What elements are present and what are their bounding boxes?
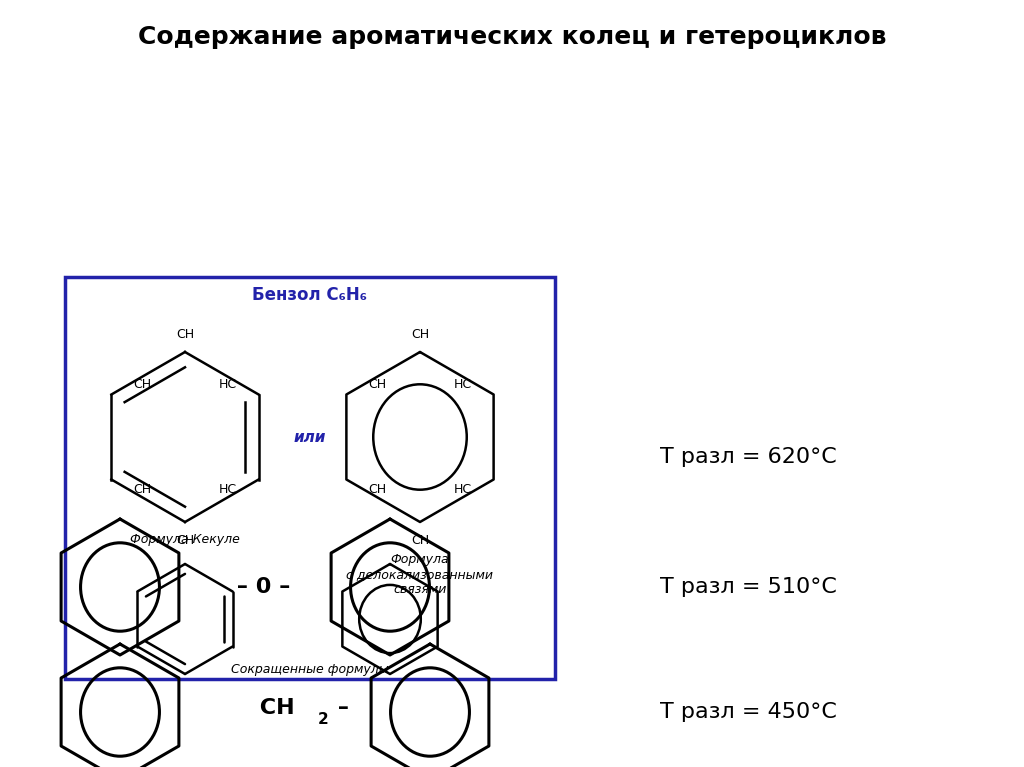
Text: CH: CH <box>252 698 295 718</box>
Text: HC: HC <box>454 378 472 391</box>
Text: HC: HC <box>218 378 237 391</box>
Text: –: – <box>330 698 349 718</box>
Text: или: или <box>294 430 327 445</box>
Text: HC: HC <box>218 483 237 496</box>
FancyBboxPatch shape <box>65 277 555 679</box>
Text: Формула Кекуле: Формула Кекуле <box>130 532 240 545</box>
Text: CH: CH <box>133 483 152 496</box>
Text: Т разл = 510°С: Т разл = 510°С <box>660 577 837 597</box>
Text: CH: CH <box>133 378 152 391</box>
Text: CH: CH <box>369 378 386 391</box>
Text: 2: 2 <box>318 712 329 726</box>
Text: Формула
с делокализованными
связями: Формула с делокализованными связями <box>346 553 494 596</box>
Text: – 0 –: – 0 – <box>229 577 291 597</box>
Text: Т разл = 620°С: Т разл = 620°С <box>660 447 837 467</box>
Text: CH: CH <box>369 483 386 496</box>
Text: Бензол С₆Н₆: Бензол С₆Н₆ <box>253 286 368 304</box>
Text: Сокращенные формулы: Сокращенные формулы <box>231 663 389 676</box>
Text: CH: CH <box>411 328 429 341</box>
Text: CH: CH <box>176 328 195 341</box>
Text: CH: CH <box>176 534 195 547</box>
Text: Содержание ароматических колец и гетероциклов: Содержание ароматических колец и гетероц… <box>138 25 886 49</box>
Text: HC: HC <box>454 483 472 496</box>
Text: CH: CH <box>411 534 429 547</box>
Text: Т разл = 450°С: Т разл = 450°С <box>660 702 837 722</box>
